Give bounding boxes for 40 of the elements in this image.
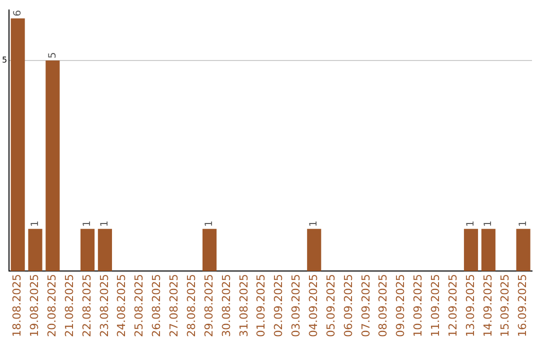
data-label: 6 xyxy=(12,10,24,16)
x-tick-label: 16.09.2025 xyxy=(516,274,530,338)
data-label: 1 xyxy=(466,220,477,227)
x-tick-label: 03.09.2025 xyxy=(290,274,303,338)
data-label: 1 xyxy=(30,220,41,227)
x-tick-label: 18.08.2025 xyxy=(10,274,24,338)
x-tick-label: 20.08.2025 xyxy=(46,274,59,338)
x-tick-label: 30.08.2025 xyxy=(220,274,233,338)
data-label: 5 xyxy=(47,52,58,59)
x-tick-label: 04.09.2025 xyxy=(306,274,320,338)
x-tick-label: 28.08.2025 xyxy=(184,274,198,338)
data-label: 1 xyxy=(483,220,494,227)
x-tick-label: 23.08.2025 xyxy=(98,274,111,338)
x-tick-label: 09.09.2025 xyxy=(394,274,408,338)
x-tick-label: 22.08.2025 xyxy=(80,274,94,338)
x-tick-label: 21.08.2025 xyxy=(62,274,76,338)
x-tick-label: 12.09.2025 xyxy=(446,274,460,338)
x-tick-label: 10.09.2025 xyxy=(412,274,425,338)
x-tick-label: 02.09.2025 xyxy=(272,274,286,338)
x-tick-label: 11.09.2025 xyxy=(428,274,442,338)
data-label: 1 xyxy=(82,220,94,227)
x-tick-label: 13.09.2025 xyxy=(464,274,477,338)
x-tick-label: 25.08.2025 xyxy=(132,274,146,338)
data-label: 1 xyxy=(518,220,529,227)
x-tick-label: 06.09.2025 xyxy=(342,274,355,338)
x-tick-label: 01.09.2025 xyxy=(254,274,268,338)
x-tick-label: 05.09.2025 xyxy=(324,274,338,338)
x-tick-label: 14.09.2025 xyxy=(481,274,494,338)
x-tick-label: 26.08.2025 xyxy=(150,274,164,338)
x-tick-label: 27.08.2025 xyxy=(168,274,181,338)
x-tick-label: 19.08.2025 xyxy=(28,274,42,338)
data-label: 1 xyxy=(308,220,320,227)
x-tick-label: 07.09.2025 xyxy=(359,274,372,338)
x-tick-label: 29.08.2025 xyxy=(202,274,216,338)
data-label: 1 xyxy=(204,220,216,227)
x-tick-label: 24.08.2025 xyxy=(115,274,128,338)
x-tick-label: 08.09.2025 xyxy=(376,274,390,338)
data-label: 1 xyxy=(100,220,111,227)
x-tick-label: 15.09.2025 xyxy=(498,274,512,338)
x-tick-label: 31.08.2025 xyxy=(237,274,250,338)
